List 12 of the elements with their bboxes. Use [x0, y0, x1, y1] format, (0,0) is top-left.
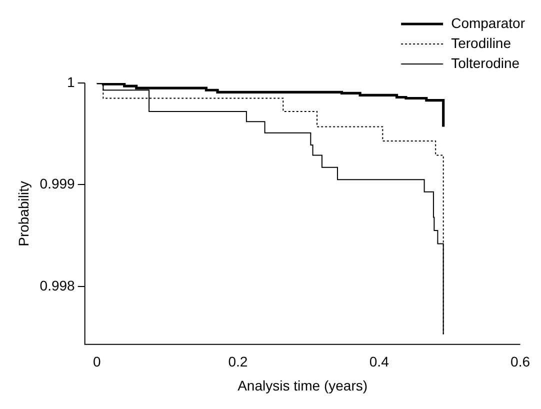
- legend-label: Comparator: [451, 14, 526, 31]
- y-axis-title: Probability: [15, 181, 32, 246]
- x-axis-title: Analysis time (years): [238, 377, 368, 394]
- x-tick-label: 0.4: [369, 354, 390, 370]
- legend-label: Tolterodine: [451, 54, 520, 71]
- x-tick-label: 0.6: [510, 354, 530, 370]
- y-tick-label: 0.999: [40, 176, 76, 192]
- x-tick-label: 0.2: [228, 354, 248, 370]
- x-tick-label: 0: [92, 354, 101, 370]
- y-tick-label: 1: [67, 74, 76, 90]
- legend-label: Terodiline: [451, 34, 512, 51]
- y-tick-label: 0.998: [40, 277, 76, 294]
